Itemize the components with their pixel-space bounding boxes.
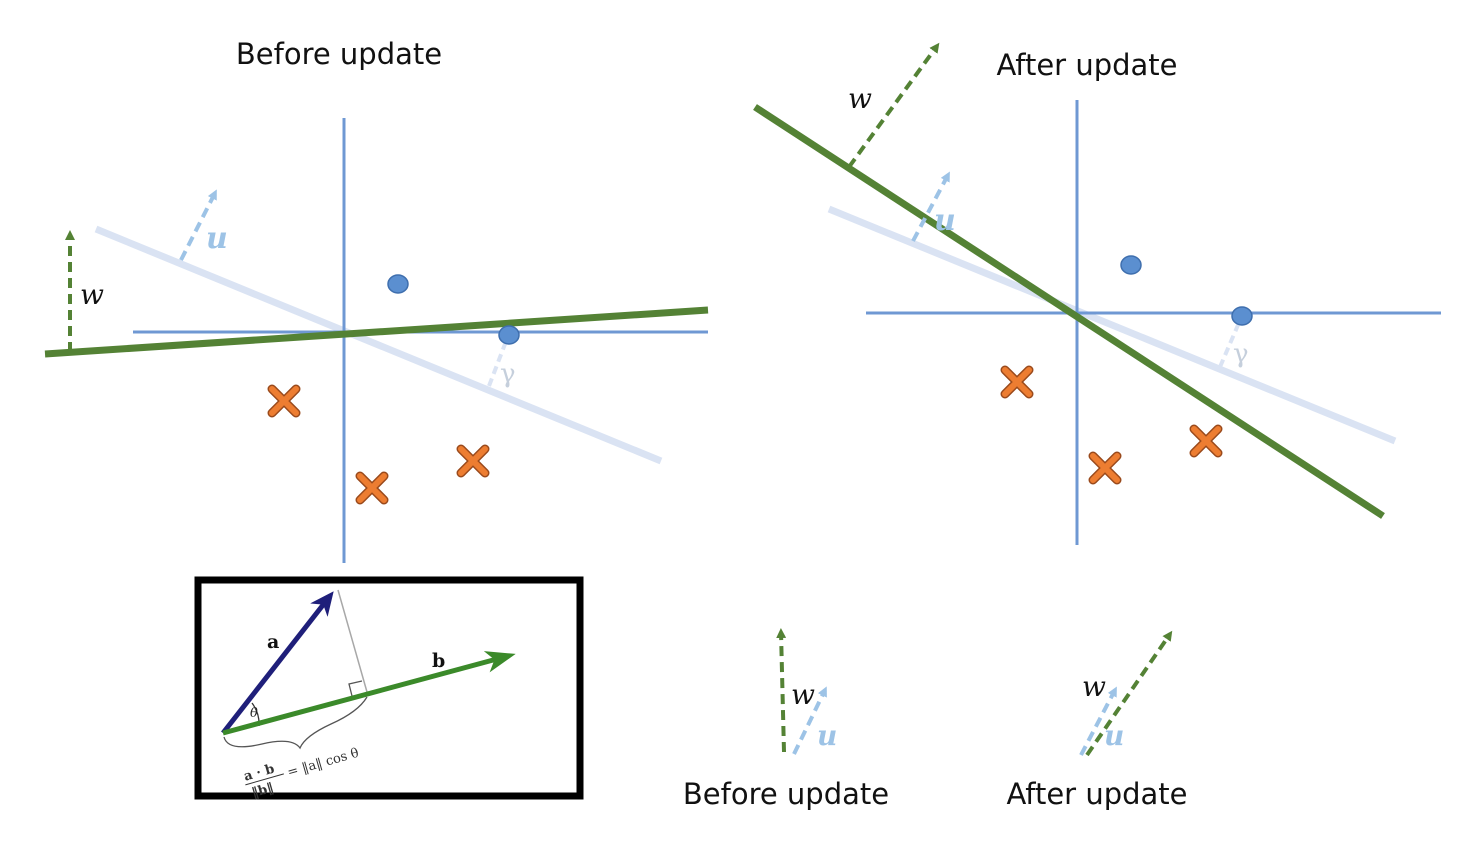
right-positive-point bbox=[1120, 255, 1142, 275]
right-panel: After update u w γ bbox=[753, 42, 1441, 545]
right-w-arrow bbox=[847, 42, 940, 169]
right-gamma-line bbox=[1218, 324, 1240, 368]
right-u-label: u bbox=[934, 203, 956, 238]
right-panel-title: After update bbox=[996, 48, 1177, 82]
projection-inset: θ a b a · b ‖b‖ = ‖a‖ cos θ bbox=[194, 576, 584, 802]
bottom-after-u-label: u bbox=[1104, 719, 1124, 752]
right-positive-point bbox=[1231, 306, 1253, 326]
inset-brace bbox=[223, 696, 368, 750]
left-w-separator bbox=[44, 306, 709, 358]
left-panel: Before update u w γ bbox=[44, 37, 709, 563]
inset-formula-bar bbox=[245, 773, 284, 786]
inset-a-label: a bbox=[267, 631, 279, 653]
left-gamma-line bbox=[487, 343, 507, 387]
left-panel-title: Before update bbox=[236, 37, 442, 71]
right-negative-point bbox=[1194, 429, 1218, 453]
inset-right-angle bbox=[348, 680, 363, 697]
left-gamma-label: γ bbox=[500, 359, 516, 389]
bottom-before-vectors: w u Before update bbox=[683, 628, 889, 811]
inset-vector-b bbox=[222, 651, 516, 736]
right-u-arrow bbox=[911, 171, 950, 242]
inset-b-label: b bbox=[432, 650, 445, 672]
inset-vector-a bbox=[221, 591, 334, 735]
left-w-label: w bbox=[80, 278, 104, 311]
inset-projection-line bbox=[337, 589, 368, 693]
left-u-label: u bbox=[206, 221, 228, 256]
right-u-separator bbox=[827, 205, 1397, 445]
bottom-after-w-arrow bbox=[1085, 630, 1173, 757]
bottom-after-vectors: w u After update bbox=[1006, 630, 1188, 811]
inset-formula-denominator: ‖b‖ bbox=[250, 781, 275, 802]
left-positive-point bbox=[387, 274, 409, 294]
bottom-before-w-label: w bbox=[791, 678, 815, 711]
bottom-after-caption: After update bbox=[1006, 777, 1187, 811]
left-negative-point bbox=[360, 476, 384, 500]
left-u-separator bbox=[94, 225, 663, 465]
bottom-after-w-label: w bbox=[1082, 670, 1106, 703]
bottom-before-u-arrow bbox=[792, 686, 827, 755]
bottom-before-w-arrow bbox=[776, 628, 787, 753]
left-negative-point bbox=[272, 389, 296, 413]
right-w-label: w bbox=[848, 82, 872, 115]
left-positive-point bbox=[498, 325, 520, 345]
bottom-before-u-label: u bbox=[817, 719, 837, 752]
inset-theta-label: θ bbox=[250, 706, 258, 721]
bottom-after-u-arrow bbox=[1079, 686, 1117, 756]
right-gamma-label: γ bbox=[1233, 339, 1249, 369]
left-u-arrow bbox=[179, 189, 217, 261]
right-negative-point bbox=[1005, 370, 1029, 394]
right-w-separator bbox=[753, 104, 1385, 519]
bottom-before-caption: Before update bbox=[683, 777, 889, 811]
left-negative-point bbox=[461, 449, 485, 473]
right-negative-point bbox=[1093, 456, 1117, 480]
